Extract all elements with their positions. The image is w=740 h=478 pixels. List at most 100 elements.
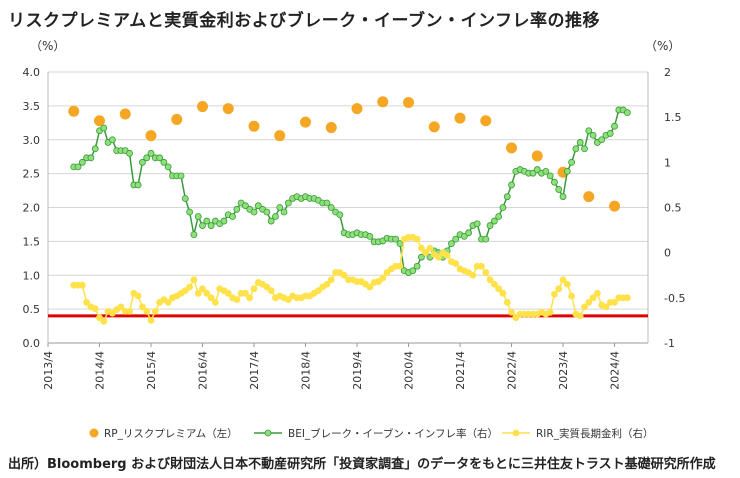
data-point <box>542 167 550 175</box>
data-point <box>254 202 262 210</box>
data-point <box>555 285 563 293</box>
data-point <box>203 217 211 225</box>
data-point <box>327 204 335 211</box>
data-point <box>91 145 99 153</box>
data-point <box>499 289 507 297</box>
data-point <box>495 213 503 220</box>
data-point <box>274 130 286 142</box>
left-tick-label: 4.0 <box>23 66 41 79</box>
data-point <box>351 103 363 115</box>
data-point <box>435 253 442 261</box>
x-tick-label: 2015/4 <box>145 351 158 390</box>
data-point <box>194 289 202 297</box>
data-point <box>177 172 185 180</box>
data-point <box>473 220 481 228</box>
data-point <box>563 280 571 288</box>
left-tick-label: 0.5 <box>23 303 41 316</box>
data-point <box>96 314 103 322</box>
data-point <box>267 217 275 225</box>
right-tick-label: 0.5 <box>664 202 682 215</box>
data-point <box>572 145 580 153</box>
data-point <box>100 124 108 132</box>
data-point <box>207 294 215 302</box>
data-point <box>486 276 494 284</box>
data-point <box>533 166 541 173</box>
data-point <box>392 235 400 243</box>
data-point <box>211 298 219 306</box>
data-point <box>503 298 511 306</box>
data-point <box>480 115 492 127</box>
data-point <box>284 199 292 207</box>
series-line <box>73 109 628 274</box>
data-point <box>559 193 567 201</box>
left-tick-label: 2.5 <box>23 168 41 181</box>
data-point <box>224 289 232 297</box>
data-point <box>151 307 159 315</box>
data-point <box>250 285 258 293</box>
series-2 <box>70 233 631 325</box>
x-tick-label: 2014/4 <box>94 351 107 390</box>
data-point <box>563 167 571 175</box>
data-point <box>506 142 518 154</box>
data-point <box>126 149 133 157</box>
data-point <box>555 186 563 193</box>
data-point <box>87 154 95 162</box>
right-tick-label: 2 <box>664 66 671 79</box>
data-point <box>126 307 133 315</box>
data-point <box>568 158 576 166</box>
gridlines <box>48 71 648 344</box>
data-point <box>164 298 172 306</box>
data-point <box>276 204 284 211</box>
data-point <box>145 130 157 142</box>
legend-item: RIR_実質長期金利（右） <box>502 427 653 440</box>
data-point <box>139 158 146 166</box>
data-point <box>190 231 198 239</box>
data-point <box>589 131 597 139</box>
data-point <box>78 281 86 289</box>
data-point <box>108 136 116 144</box>
data-point <box>585 298 593 306</box>
data-point <box>233 296 241 304</box>
data-point <box>272 213 279 220</box>
left-tick-label: 1.0 <box>23 269 41 282</box>
data-point <box>147 317 155 324</box>
data-point <box>602 303 610 311</box>
data-point <box>164 163 172 171</box>
left-tick-label: 1.5 <box>23 235 41 248</box>
data-point <box>611 122 618 130</box>
data-point <box>512 314 520 322</box>
left-tick-label: 0.0 <box>23 337 41 350</box>
x-tick-label: 2024/4 <box>609 351 622 390</box>
data-point <box>194 213 202 220</box>
data-point <box>197 101 209 113</box>
data-point <box>609 200 621 212</box>
data-point <box>100 317 108 325</box>
data-point <box>581 303 588 311</box>
data-point <box>465 229 473 237</box>
right-tick-label: -0.5 <box>664 292 685 305</box>
data-point <box>300 116 312 128</box>
data-point <box>551 290 558 298</box>
x-tick-label: 2017/4 <box>248 351 261 390</box>
data-point <box>250 208 258 216</box>
data-point <box>160 158 168 166</box>
legend-marker <box>89 428 99 438</box>
data-point <box>248 120 260 132</box>
legend-marker <box>264 429 272 437</box>
data-point <box>229 213 236 220</box>
data-point <box>508 181 515 189</box>
data-point <box>134 292 142 300</box>
data-point <box>134 181 142 189</box>
data-point <box>186 283 194 291</box>
data-point <box>495 285 503 293</box>
data-point <box>396 262 404 270</box>
data-point <box>546 308 554 316</box>
data-point <box>207 222 215 229</box>
data-point <box>181 287 189 295</box>
data-point <box>589 294 597 302</box>
data-point <box>325 122 337 134</box>
data-point <box>147 149 155 157</box>
data-point <box>190 276 198 284</box>
data-point <box>428 121 440 133</box>
data-point <box>593 289 601 297</box>
